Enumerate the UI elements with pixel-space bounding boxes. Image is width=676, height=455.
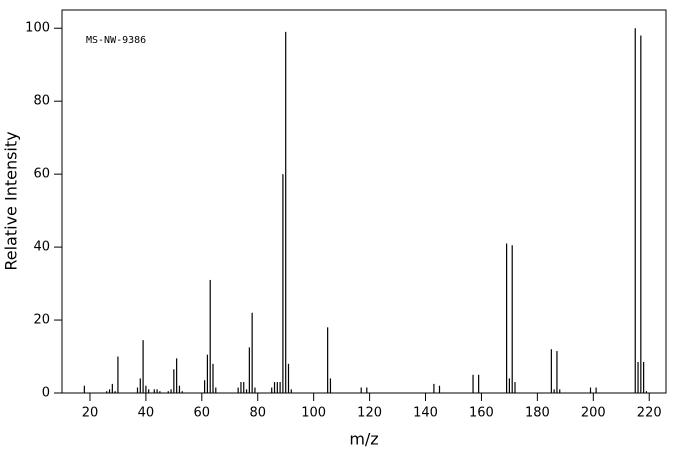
x-tick-label: 20: [82, 406, 99, 421]
plot-frame: [61, 9, 667, 394]
y-tick-label: 0: [42, 386, 50, 401]
x-tick-label: 140: [413, 406, 438, 421]
y-tick-label: 20: [33, 313, 50, 328]
y-axis-label: Relative Intensity: [2, 131, 21, 270]
x-tick-label: 80: [249, 406, 266, 421]
x-tick-label: 100: [301, 406, 326, 421]
y-tick-label: 80: [33, 94, 50, 109]
x-tick-label: 160: [469, 406, 494, 421]
x-tick-label: 120: [357, 406, 382, 421]
x-tick-label: 180: [525, 406, 550, 421]
y-tick-label: 40: [33, 240, 50, 255]
x-axis-label: m/z: [349, 430, 378, 449]
annotation: MS-NW-9386: [86, 35, 146, 46]
x-tick-label: 220: [637, 406, 662, 421]
x-tick-label: 60: [194, 406, 211, 421]
x-tick-label: 200: [581, 406, 606, 421]
y-tick-label: 100: [25, 21, 50, 36]
x-tick-label: 40: [138, 406, 155, 421]
y-tick-label: 60: [33, 167, 50, 182]
